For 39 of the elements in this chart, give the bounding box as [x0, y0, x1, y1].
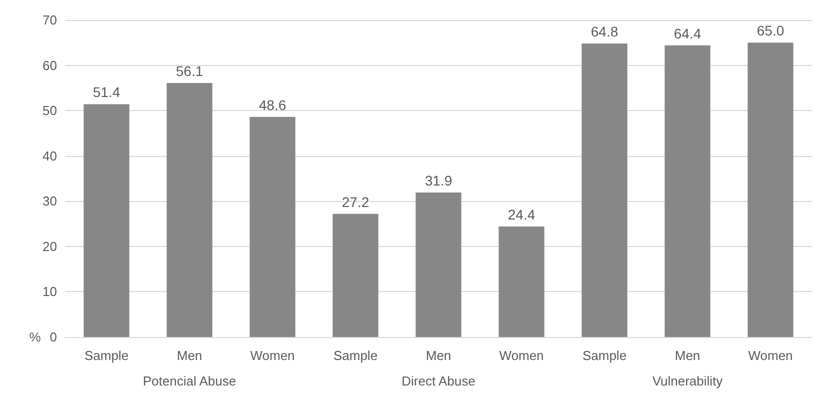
x-tick-label: Women — [250, 348, 295, 363]
y-tick-label: 0 — [50, 330, 57, 344]
y-tick-label: 60 — [42, 58, 57, 73]
x-tick-label: Women — [748, 348, 793, 363]
y-tick-label: 70 — [42, 12, 57, 28]
y-tick-label: 20 — [42, 238, 57, 254]
bar — [332, 214, 378, 337]
y-tick-label: 50 — [42, 103, 57, 118]
x-tick-label: Sample — [582, 348, 627, 363]
x-tick-label: Sample — [84, 348, 129, 363]
x-tick-label: Women — [499, 348, 544, 363]
bar — [416, 192, 462, 337]
bar — [498, 226, 544, 337]
data-label: 48.6 — [258, 96, 286, 113]
y-tick-label: 10 — [42, 284, 57, 300]
x-tick-label: Men — [674, 348, 700, 363]
x-tick-label: Men — [176, 348, 202, 363]
text: Vulnerability — [652, 374, 724, 388]
data-label: 65.0 — [756, 22, 784, 39]
data-label: 51.4 — [92, 84, 120, 100]
bar — [166, 82, 212, 337]
bar — [664, 45, 710, 337]
data-label: 24.4 — [508, 206, 536, 223]
bar — [748, 42, 794, 337]
bar — [250, 116, 296, 337]
y-axis-title: % — [29, 330, 42, 344]
y-tick-label: 30 — [42, 194, 57, 209]
data-label: 56.1 — [176, 62, 204, 79]
data-label: 64.8 — [590, 24, 618, 40]
data-label: 31.9 — [424, 172, 452, 189]
x-tick-label: Men — [426, 348, 452, 363]
bar — [84, 104, 130, 337]
text: Potencial Abuse — [142, 374, 236, 388]
bar — [582, 44, 628, 337]
y-tick-label: 40 — [42, 148, 57, 164]
data-label: 64.4 — [674, 25, 702, 42]
text: Direct Abuse — [402, 374, 476, 388]
x-tick-label: Sample — [333, 348, 378, 363]
data-label: 27.2 — [342, 194, 370, 210]
